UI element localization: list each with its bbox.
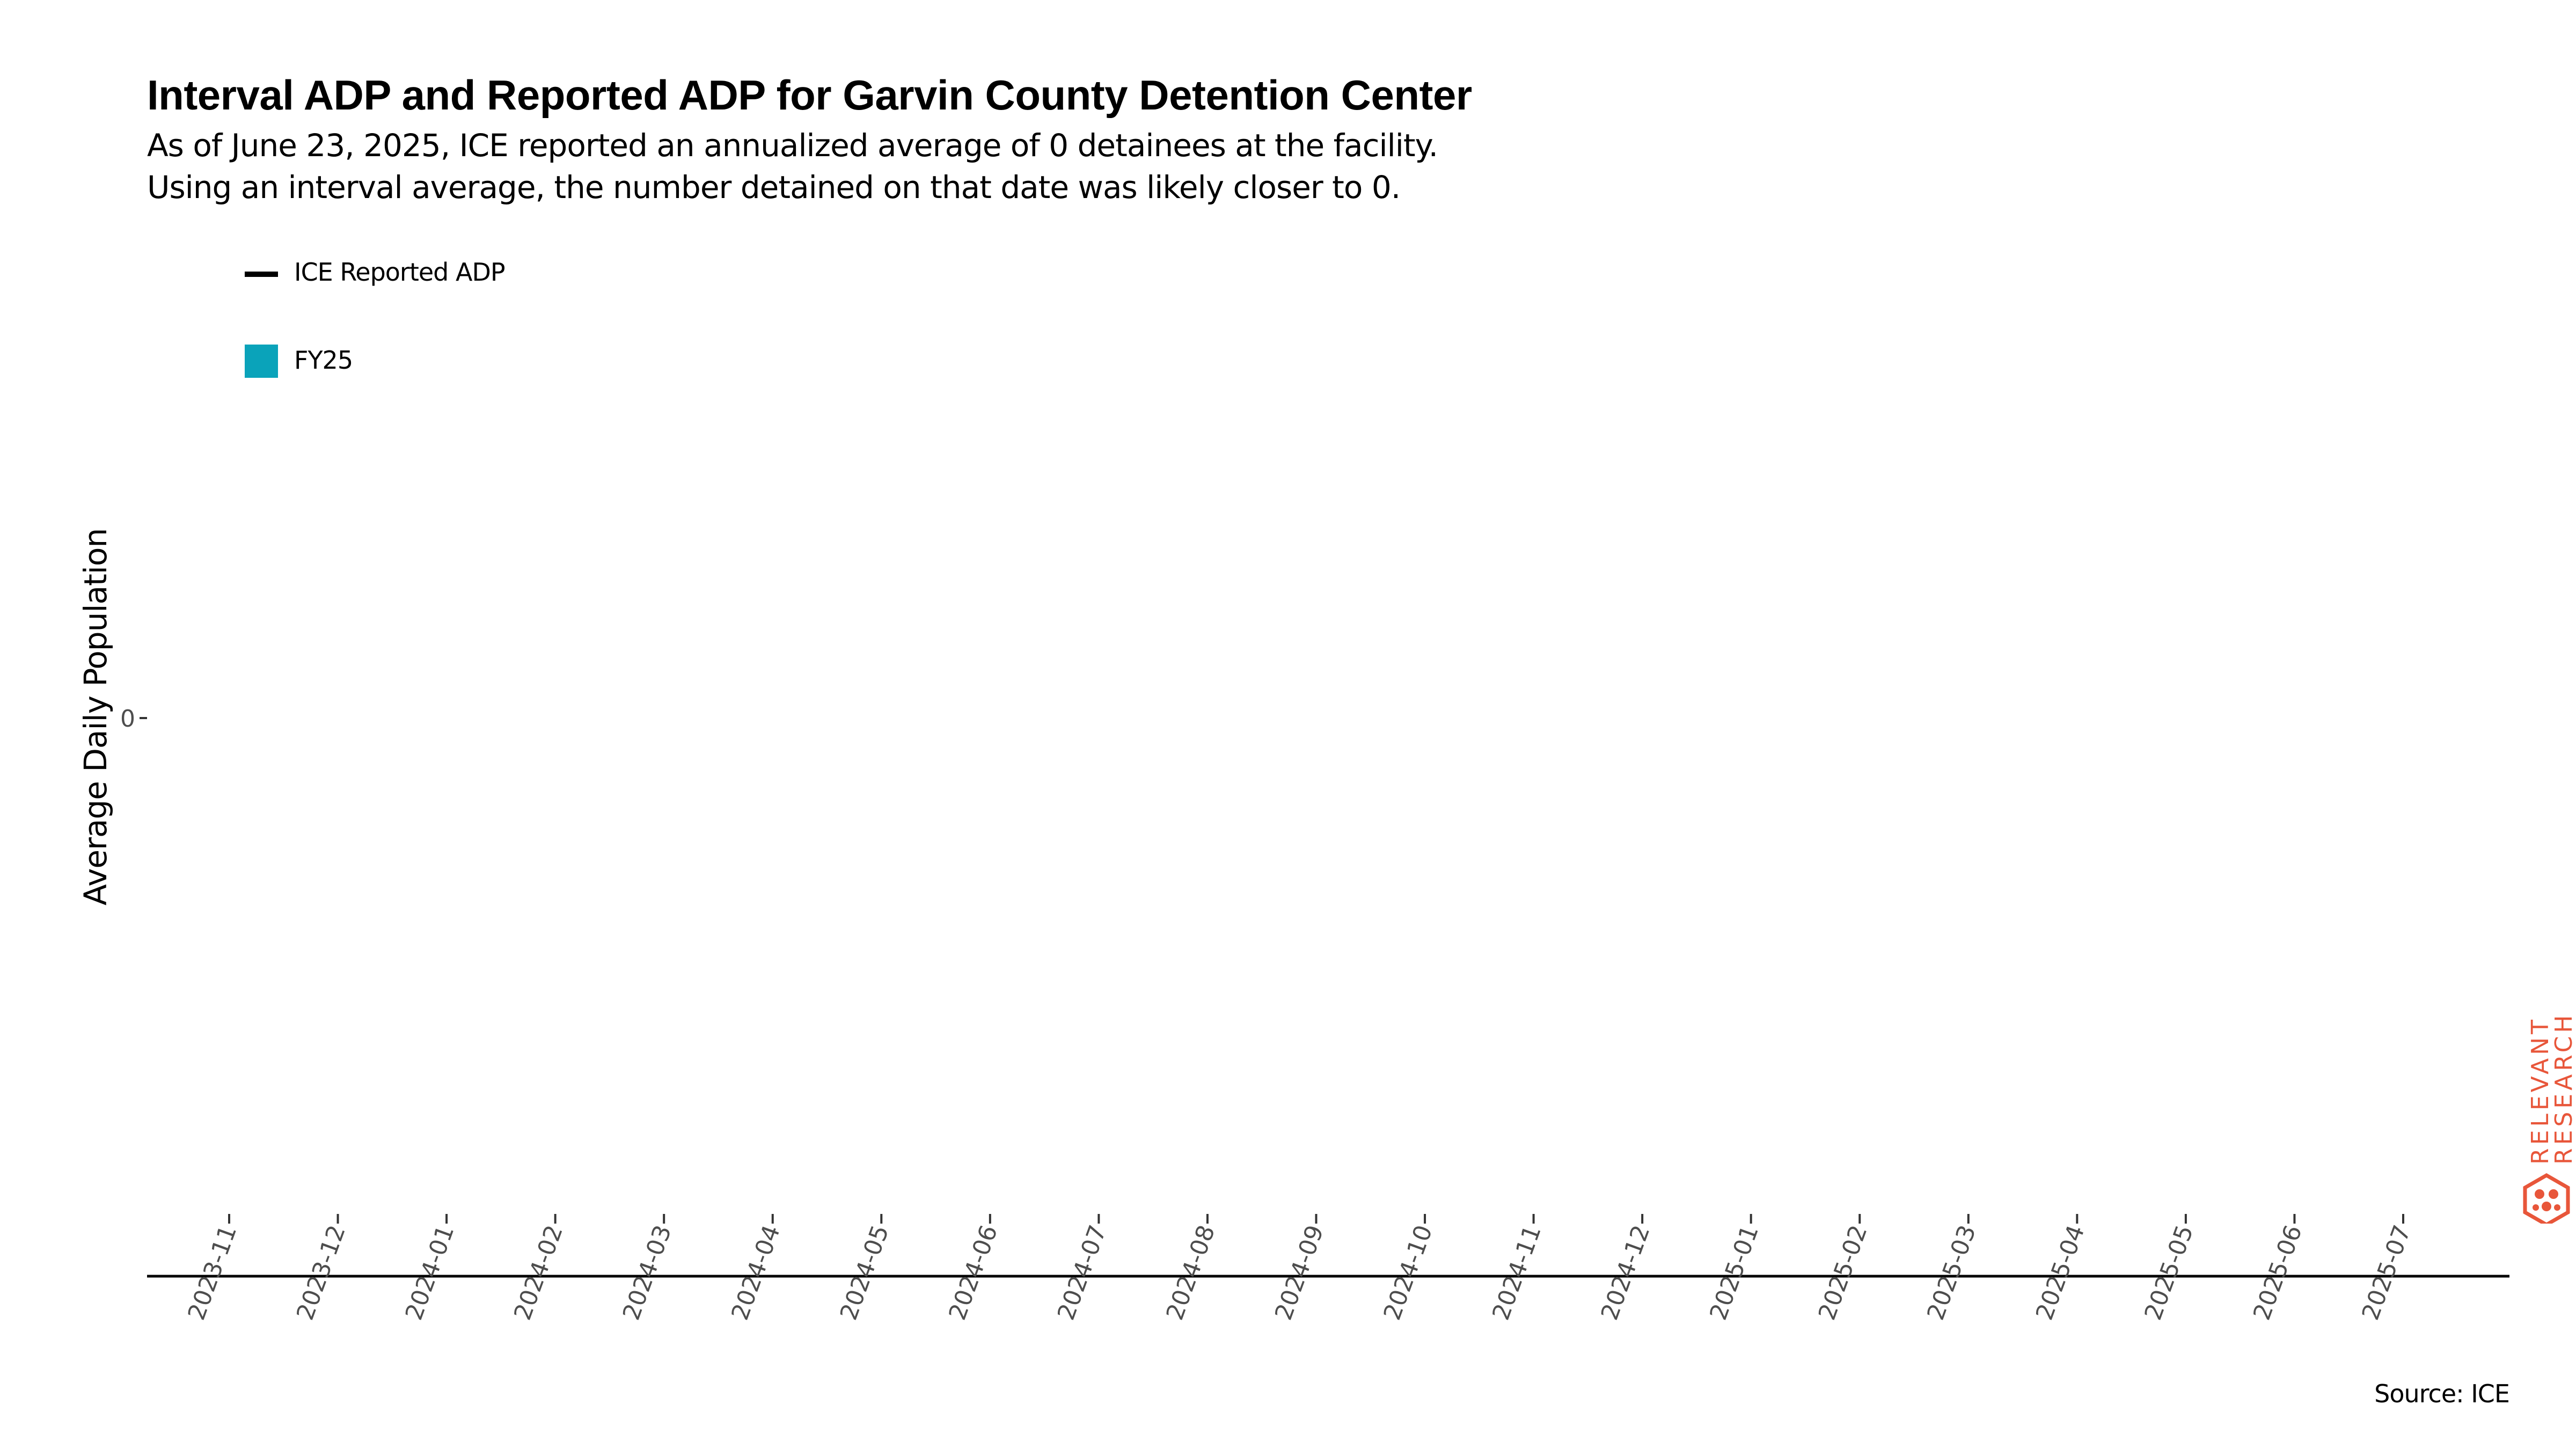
x-tick-label: 2025-04 xyxy=(2031,1221,2090,1323)
x-tick-label: 2024-05 xyxy=(835,1221,895,1323)
x-tick-label: 2024-08 xyxy=(1161,1221,1220,1323)
x-tick-label: 2025-02 xyxy=(1813,1221,1873,1323)
logo-text-line-2: RESEARCH xyxy=(2550,1012,2576,1165)
x-tick-label: 2025-03 xyxy=(1922,1221,1981,1323)
x-tick-label: 2023-12 xyxy=(291,1221,351,1323)
x-tick-label: 2024-06 xyxy=(943,1221,1003,1323)
x-tick-label: 2024-11 xyxy=(1487,1221,1547,1323)
x-tick-label: 2024-03 xyxy=(618,1221,677,1323)
x-tick-label: 2023-11 xyxy=(183,1221,243,1323)
logo-icon: RELEVANT RESEARCH xyxy=(2523,1012,2576,1227)
relevant-research-logo: RELEVANT RESEARCH xyxy=(2517,998,2576,1227)
subtitle-line-2: Using an interval average, the number de… xyxy=(147,169,1401,206)
y-tick-label: 0 xyxy=(120,705,135,733)
x-tick-label: 2025-07 xyxy=(2357,1221,2417,1323)
subtitle-line-1: As of June 23, 2025, ICE reported an ann… xyxy=(147,127,1438,164)
x-tick-label: 2024-12 xyxy=(1596,1221,1656,1323)
x-tick-label: 2024-09 xyxy=(1270,1221,1329,1323)
logo-text-line-1: RELEVANT xyxy=(2527,1016,2554,1165)
chart-subtitle: As of June 23, 2025, ICE reported an ann… xyxy=(147,125,1438,208)
chart-title: Interval ADP and Reported ADP for Garvin… xyxy=(147,71,1472,119)
source-caption: Source: ICE xyxy=(2374,1379,2510,1408)
x-tick-label: 2024-07 xyxy=(1052,1221,1112,1323)
legend-key-line xyxy=(245,272,278,277)
x-tick-label: 2025-05 xyxy=(2139,1221,2199,1323)
x-tick-label: 2024-02 xyxy=(509,1221,568,1323)
legend-label: FY25 xyxy=(294,346,353,375)
x-tick-label: 2025-01 xyxy=(1704,1221,1764,1323)
x-tick-label: 2025-06 xyxy=(2248,1221,2308,1323)
x-tick-label: 2024-01 xyxy=(400,1221,460,1323)
x-tick-label: 2024-10 xyxy=(1379,1221,1438,1323)
legend-label: ICE Reported ADP xyxy=(294,258,506,287)
x-tick-label: 2024-04 xyxy=(726,1221,786,1323)
legend-key-swatch xyxy=(245,345,278,378)
